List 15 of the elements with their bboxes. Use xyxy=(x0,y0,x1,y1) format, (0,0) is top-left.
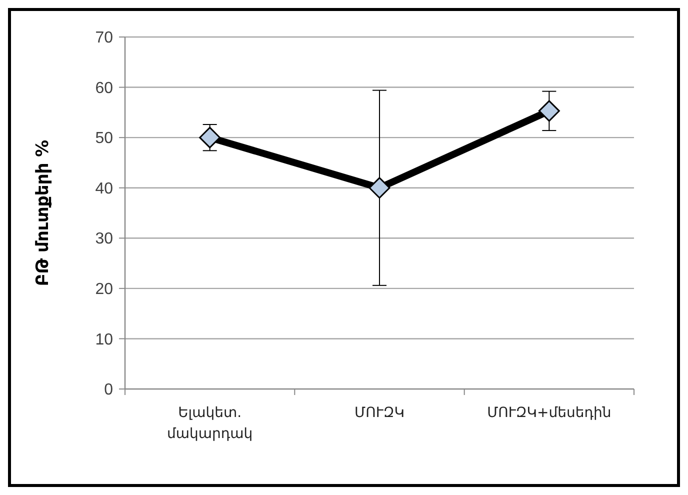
y-tick-label: 50 xyxy=(95,130,114,148)
y-axis-title: ԲԹ մուտքերի % xyxy=(33,140,53,286)
y-tick-label: 60 xyxy=(95,80,114,97)
y-tick-label: 0 xyxy=(104,382,114,399)
x-tick-label: ՄՈՒԶԿ xyxy=(354,405,404,421)
y-tick-label: 40 xyxy=(95,180,114,198)
x-tick-label: ՄՈՒԶԿ+մեսեդին xyxy=(487,405,612,421)
y-tick-label: 30 xyxy=(95,230,114,248)
y-tick-label: 20 xyxy=(95,281,114,298)
point xyxy=(538,100,560,122)
x-tick-label: Ելակետ. մակարդակ xyxy=(166,405,253,442)
y-tick-label: 10 xyxy=(95,331,114,348)
point xyxy=(368,177,390,199)
point xyxy=(199,126,221,148)
y-tick-label: 70 xyxy=(95,30,114,47)
